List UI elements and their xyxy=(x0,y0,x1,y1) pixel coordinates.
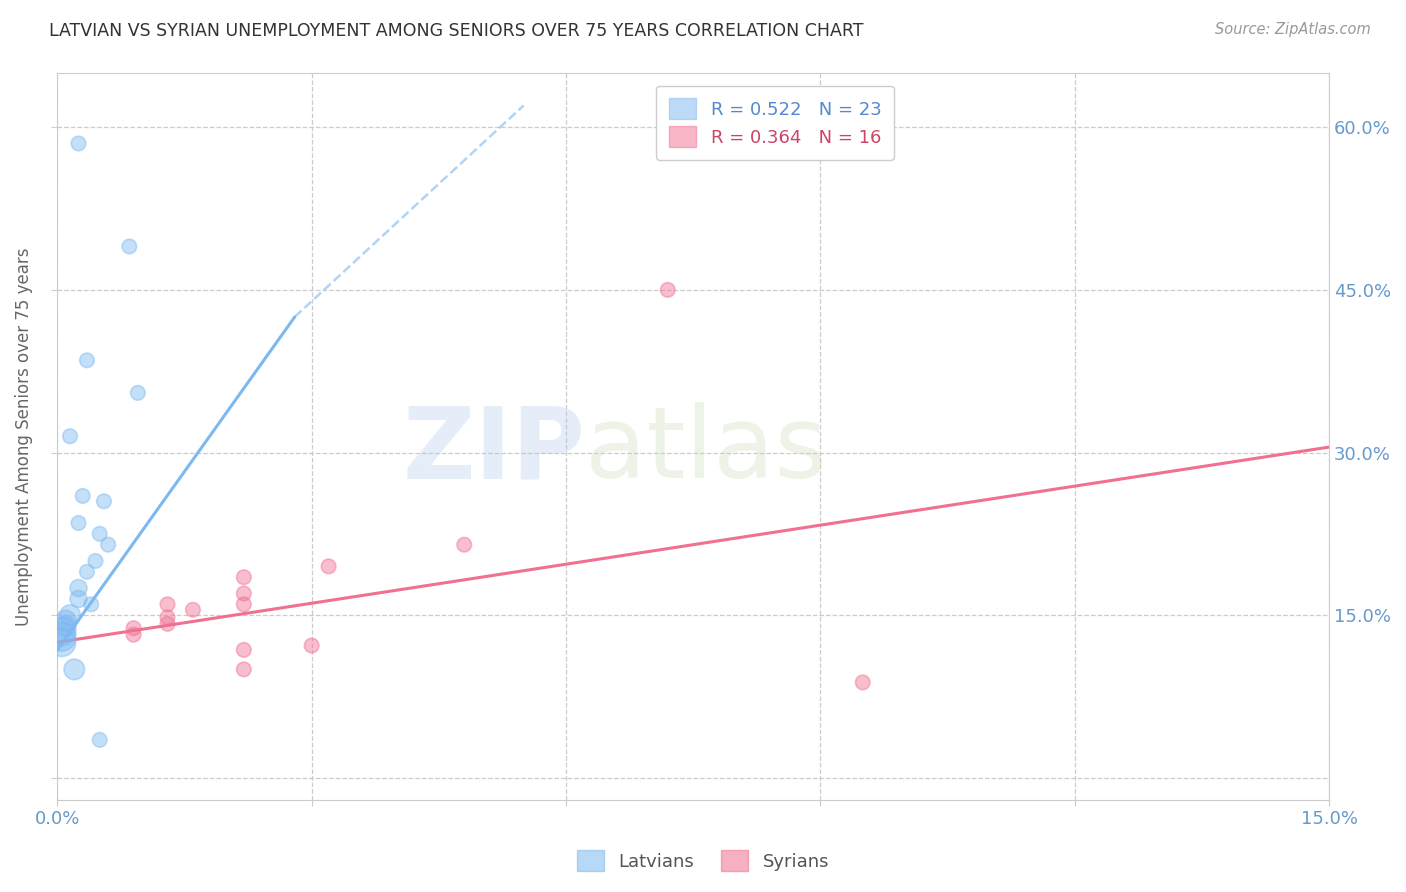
Point xyxy=(67,581,90,595)
Point xyxy=(127,385,149,400)
Point xyxy=(89,526,111,541)
Point xyxy=(59,429,82,443)
Text: LATVIAN VS SYRIAN UNEMPLOYMENT AMONG SENIORS OVER 75 YEARS CORRELATION CHART: LATVIAN VS SYRIAN UNEMPLOYMENT AMONG SEN… xyxy=(49,22,863,40)
Point xyxy=(852,675,875,690)
Point xyxy=(97,538,120,552)
Point xyxy=(181,603,204,617)
Point xyxy=(89,732,111,747)
Point xyxy=(156,598,179,612)
Point xyxy=(122,628,145,642)
Point xyxy=(76,353,98,368)
Point xyxy=(67,516,90,530)
Point xyxy=(55,614,77,628)
Point xyxy=(72,489,94,503)
Text: ZIP: ZIP xyxy=(402,402,585,500)
Point xyxy=(318,559,340,574)
Point xyxy=(122,621,145,635)
Point xyxy=(76,565,98,579)
Point xyxy=(232,643,254,657)
Point xyxy=(118,239,141,253)
Y-axis label: Unemployment Among Seniors over 75 years: Unemployment Among Seniors over 75 years xyxy=(15,247,32,625)
Point xyxy=(156,616,179,631)
Legend: Latvians, Syrians: Latvians, Syrians xyxy=(569,843,837,879)
Point xyxy=(156,610,179,624)
Point xyxy=(67,136,90,151)
Point xyxy=(657,283,679,297)
Legend: R = 0.522   N = 23, R = 0.364   N = 16: R = 0.522 N = 23, R = 0.364 N = 16 xyxy=(657,86,894,160)
Point xyxy=(232,570,254,584)
Point xyxy=(51,630,73,644)
Text: Source: ZipAtlas.com: Source: ZipAtlas.com xyxy=(1215,22,1371,37)
Point xyxy=(84,554,107,568)
Point xyxy=(453,538,475,552)
Point xyxy=(63,662,86,676)
Point xyxy=(301,639,323,653)
Point xyxy=(67,591,90,606)
Point xyxy=(80,598,103,612)
Point xyxy=(93,494,115,508)
Point xyxy=(232,598,254,612)
Point xyxy=(232,586,254,600)
Point xyxy=(55,619,77,633)
Point xyxy=(232,662,254,676)
Text: atlas: atlas xyxy=(585,402,827,500)
Point xyxy=(51,624,73,639)
Point xyxy=(59,608,82,623)
Point xyxy=(51,635,73,649)
